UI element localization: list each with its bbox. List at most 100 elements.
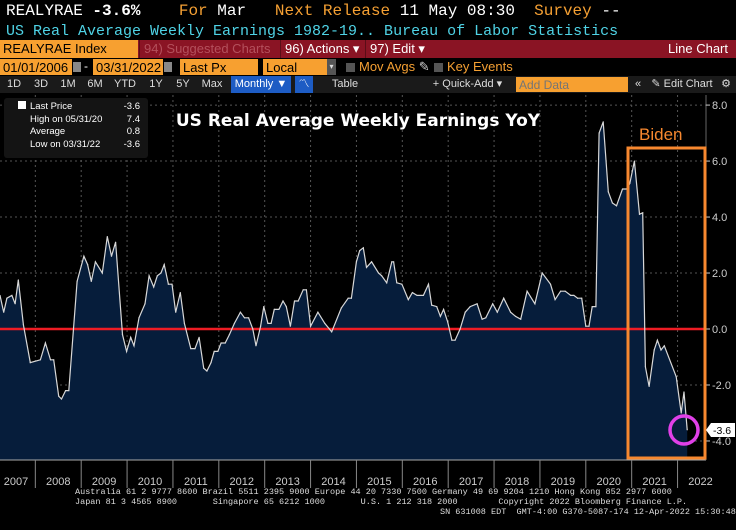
- data-point: [324, 322, 326, 325]
- data-point: [297, 300, 299, 302]
- data-point: [431, 304, 433, 306]
- data-point: [653, 349, 655, 351]
- x-tick-label: 2017: [459, 476, 483, 488]
- survey-label: Survey: [534, 2, 592, 20]
- data-point: [350, 297, 352, 299]
- period-1y[interactable]: 1Y: [149, 78, 163, 90]
- data-point: [153, 286, 155, 288]
- dropdown-arrow-icon[interactable]: ▾: [327, 59, 336, 75]
- chart-title: US Real Average Weekly Earnings YoY: [176, 111, 541, 131]
- period-max[interactable]: Max: [201, 78, 223, 90]
- data-point: [686, 429, 688, 431]
- calendar-icon[interactable]: [73, 62, 81, 72]
- data-point: [224, 342, 226, 344]
- data-point: [203, 367, 205, 369]
- suggested-charts-button[interactable]: 94) Suggested Charts: [139, 40, 279, 58]
- end-date-input[interactable]: 03/31/2022: [93, 59, 163, 75]
- data-point: [464, 311, 466, 313]
- legend-value: -3.6: [123, 101, 140, 112]
- field-select[interactable]: Last Px: [180, 59, 258, 75]
- security-input[interactable]: REALYRAE Index: [0, 40, 138, 58]
- data-point: [642, 212, 644, 214]
- frequency-select[interactable]: Monthly ▼: [231, 76, 291, 93]
- footer: Australia 61 2 9777 8600 Brazil 5511 239…: [75, 487, 736, 517]
- data-point: [126, 350, 128, 352]
- data-point: [210, 361, 212, 364]
- next-release-value: 11 May 08:30: [399, 2, 515, 20]
- legend-value: 7.4: [126, 113, 140, 125]
- data-point: [454, 339, 456, 341]
- data-point: [451, 339, 453, 341]
- data-point: [648, 385, 650, 387]
- data-point: [559, 290, 562, 292]
- data-point: [239, 311, 241, 313]
- data-point: [362, 247, 364, 249]
- data-point: [217, 350, 219, 352]
- data-point: [588, 325, 590, 327]
- period-1d[interactable]: 1D: [6, 78, 22, 90]
- data-point: [549, 283, 552, 285]
- data-point: [422, 294, 425, 297]
- period-ytd[interactable]: YTD: [114, 78, 136, 90]
- period-3d[interactable]: 3D: [33, 78, 49, 90]
- footer-copyright: Japan 81 3 4565 8900 Singapore 65 6212 1…: [75, 497, 688, 507]
- x-tick-label: 2022: [688, 476, 712, 488]
- settings-icon[interactable]: ⚙: [721, 78, 731, 90]
- data-point: [130, 336, 132, 339]
- data-point: [526, 290, 528, 292]
- data-point: [447, 321, 449, 323]
- data-point: [401, 283, 403, 285]
- key-events-toggle[interactable]: Key Events: [434, 59, 513, 75]
- data-point: [64, 389, 67, 392]
- data-point: [213, 350, 215, 352]
- data-point: [302, 289, 304, 291]
- data-point: [167, 283, 169, 285]
- period-6m[interactable]: 6M: [87, 78, 103, 90]
- actions-menu[interactable]: 96) Actions ▾: [280, 40, 364, 58]
- y-tick-label: 4.0: [712, 212, 727, 224]
- edit-chart-button[interactable]: ✎ Edit Chart: [651, 78, 713, 90]
- data-point: [106, 236, 108, 238]
- data-point: [459, 328, 461, 330]
- x-axis: 2007 2008 2009 2010 2011 2012 2013 2014 2015 2016…: [4, 460, 713, 488]
- y-tick-label: 0.0: [712, 324, 727, 336]
- mov-avgs-toggle[interactable]: Mov Avgs ✎: [346, 59, 430, 75]
- x-tick-label: 2015: [367, 476, 391, 488]
- y-tick-label: -4.0: [712, 436, 731, 448]
- period-1m[interactable]: 1M: [60, 78, 76, 90]
- pencil-icon[interactable]: ✎: [418, 59, 430, 74]
- y-tick-label: 2.0: [712, 268, 727, 280]
- quick-add-button[interactable]: + Quick-Add ▾: [432, 78, 503, 90]
- calendar-icon[interactable]: [164, 62, 172, 72]
- data-point: [416, 294, 418, 297]
- edit-menu[interactable]: 97) Edit ▾: [365, 40, 431, 58]
- x-tick-label: 2008: [46, 476, 70, 488]
- data-point: [576, 297, 579, 299]
- period-5y[interactable]: 5Y: [176, 78, 190, 90]
- data-point: [3, 311, 5, 313]
- menubar: REALYRAE Index 94) Suggested Charts 96) …: [0, 40, 736, 58]
- data-point: [305, 289, 308, 291]
- data-point: [615, 205, 618, 207]
- add-data-input[interactable]: [516, 77, 628, 92]
- currency-select[interactable]: Local CCY: [263, 59, 327, 92]
- collapse-icon[interactable]: «: [634, 78, 642, 90]
- data-point: [60, 398, 63, 400]
- checkbox[interactable]: [434, 63, 443, 72]
- data-point: [29, 361, 31, 364]
- table-button[interactable]: Table: [331, 78, 359, 90]
- legend-row-last-price: Last Price -3.6: [10, 101, 148, 114]
- data-point: [293, 300, 296, 302]
- data-point: [58, 395, 60, 397]
- data-point: [564, 290, 566, 292]
- checkbox[interactable]: [346, 63, 355, 72]
- chart-style-icon[interactable]: 〽: [295, 76, 313, 93]
- legend-value: 0.8: [126, 126, 140, 137]
- biden-annotation-box: [626, 146, 707, 460]
- start-date-input[interactable]: 01/01/2006: [0, 59, 72, 75]
- x-tick-label: 2014: [321, 476, 345, 488]
- data-point: [194, 347, 196, 350]
- data-point: [381, 275, 383, 277]
- data-point: [443, 308, 445, 311]
- data-point: [270, 322, 272, 325]
